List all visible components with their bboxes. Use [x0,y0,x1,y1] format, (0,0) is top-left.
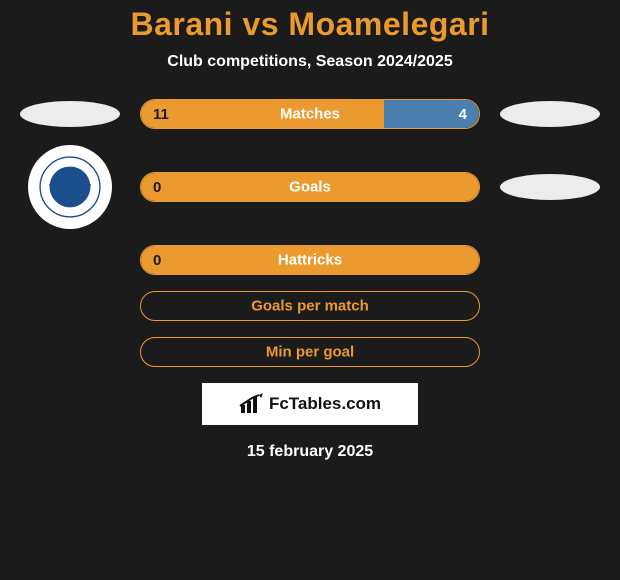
stat-row: Min per goal [0,337,620,367]
stat-bar: 0Goals [140,172,480,202]
stat-rows: 114Matches 0Goals0HattricksGoals per mat… [0,99,620,367]
stat-right-value: 4 [459,106,467,123]
infographic-container: Barani vs Moamelegari Club competitions,… [0,0,620,461]
brand-chart-icon [239,393,265,415]
brand-box[interactable]: FcTables.com [202,383,418,425]
stat-bar-left: 11 [141,100,384,128]
stat-side [480,101,620,127]
stat-bar: Goals per match [140,291,480,321]
stat-row: Goals per match [0,291,620,321]
stat-left-value: 0 [153,179,161,196]
stat-bar-left: 0 [141,246,479,274]
stat-bar-left: 0 [141,173,479,201]
stat-row: 0Hattricks [0,245,620,275]
stat-row: 0Goals [0,145,620,229]
stat-label: Min per goal [141,344,479,361]
stat-side [0,145,140,229]
player-ellipse-icon [20,101,120,127]
brand-text: FcTables.com [269,394,381,414]
stat-bar: 114Matches [140,99,480,129]
stat-left-value: 0 [153,252,161,269]
page-title: Barani vs Moamelegari [0,6,620,43]
stat-bar: 0Hattricks [140,245,480,275]
stat-side [480,174,620,200]
club-logo-icon [28,145,112,229]
page-subtitle: Club competitions, Season 2024/2025 [0,53,620,71]
stat-bar: Min per goal [140,337,480,367]
player-ellipse-icon [500,174,600,200]
stat-bar-right: 4 [384,100,479,128]
stat-left-value: 11 [153,106,169,123]
infographic-date: 15 february 2025 [0,443,620,461]
player-ellipse-icon [500,101,600,127]
stat-side [0,101,140,127]
stat-row: 114Matches [0,99,620,129]
stat-label: Goals per match [141,298,479,315]
